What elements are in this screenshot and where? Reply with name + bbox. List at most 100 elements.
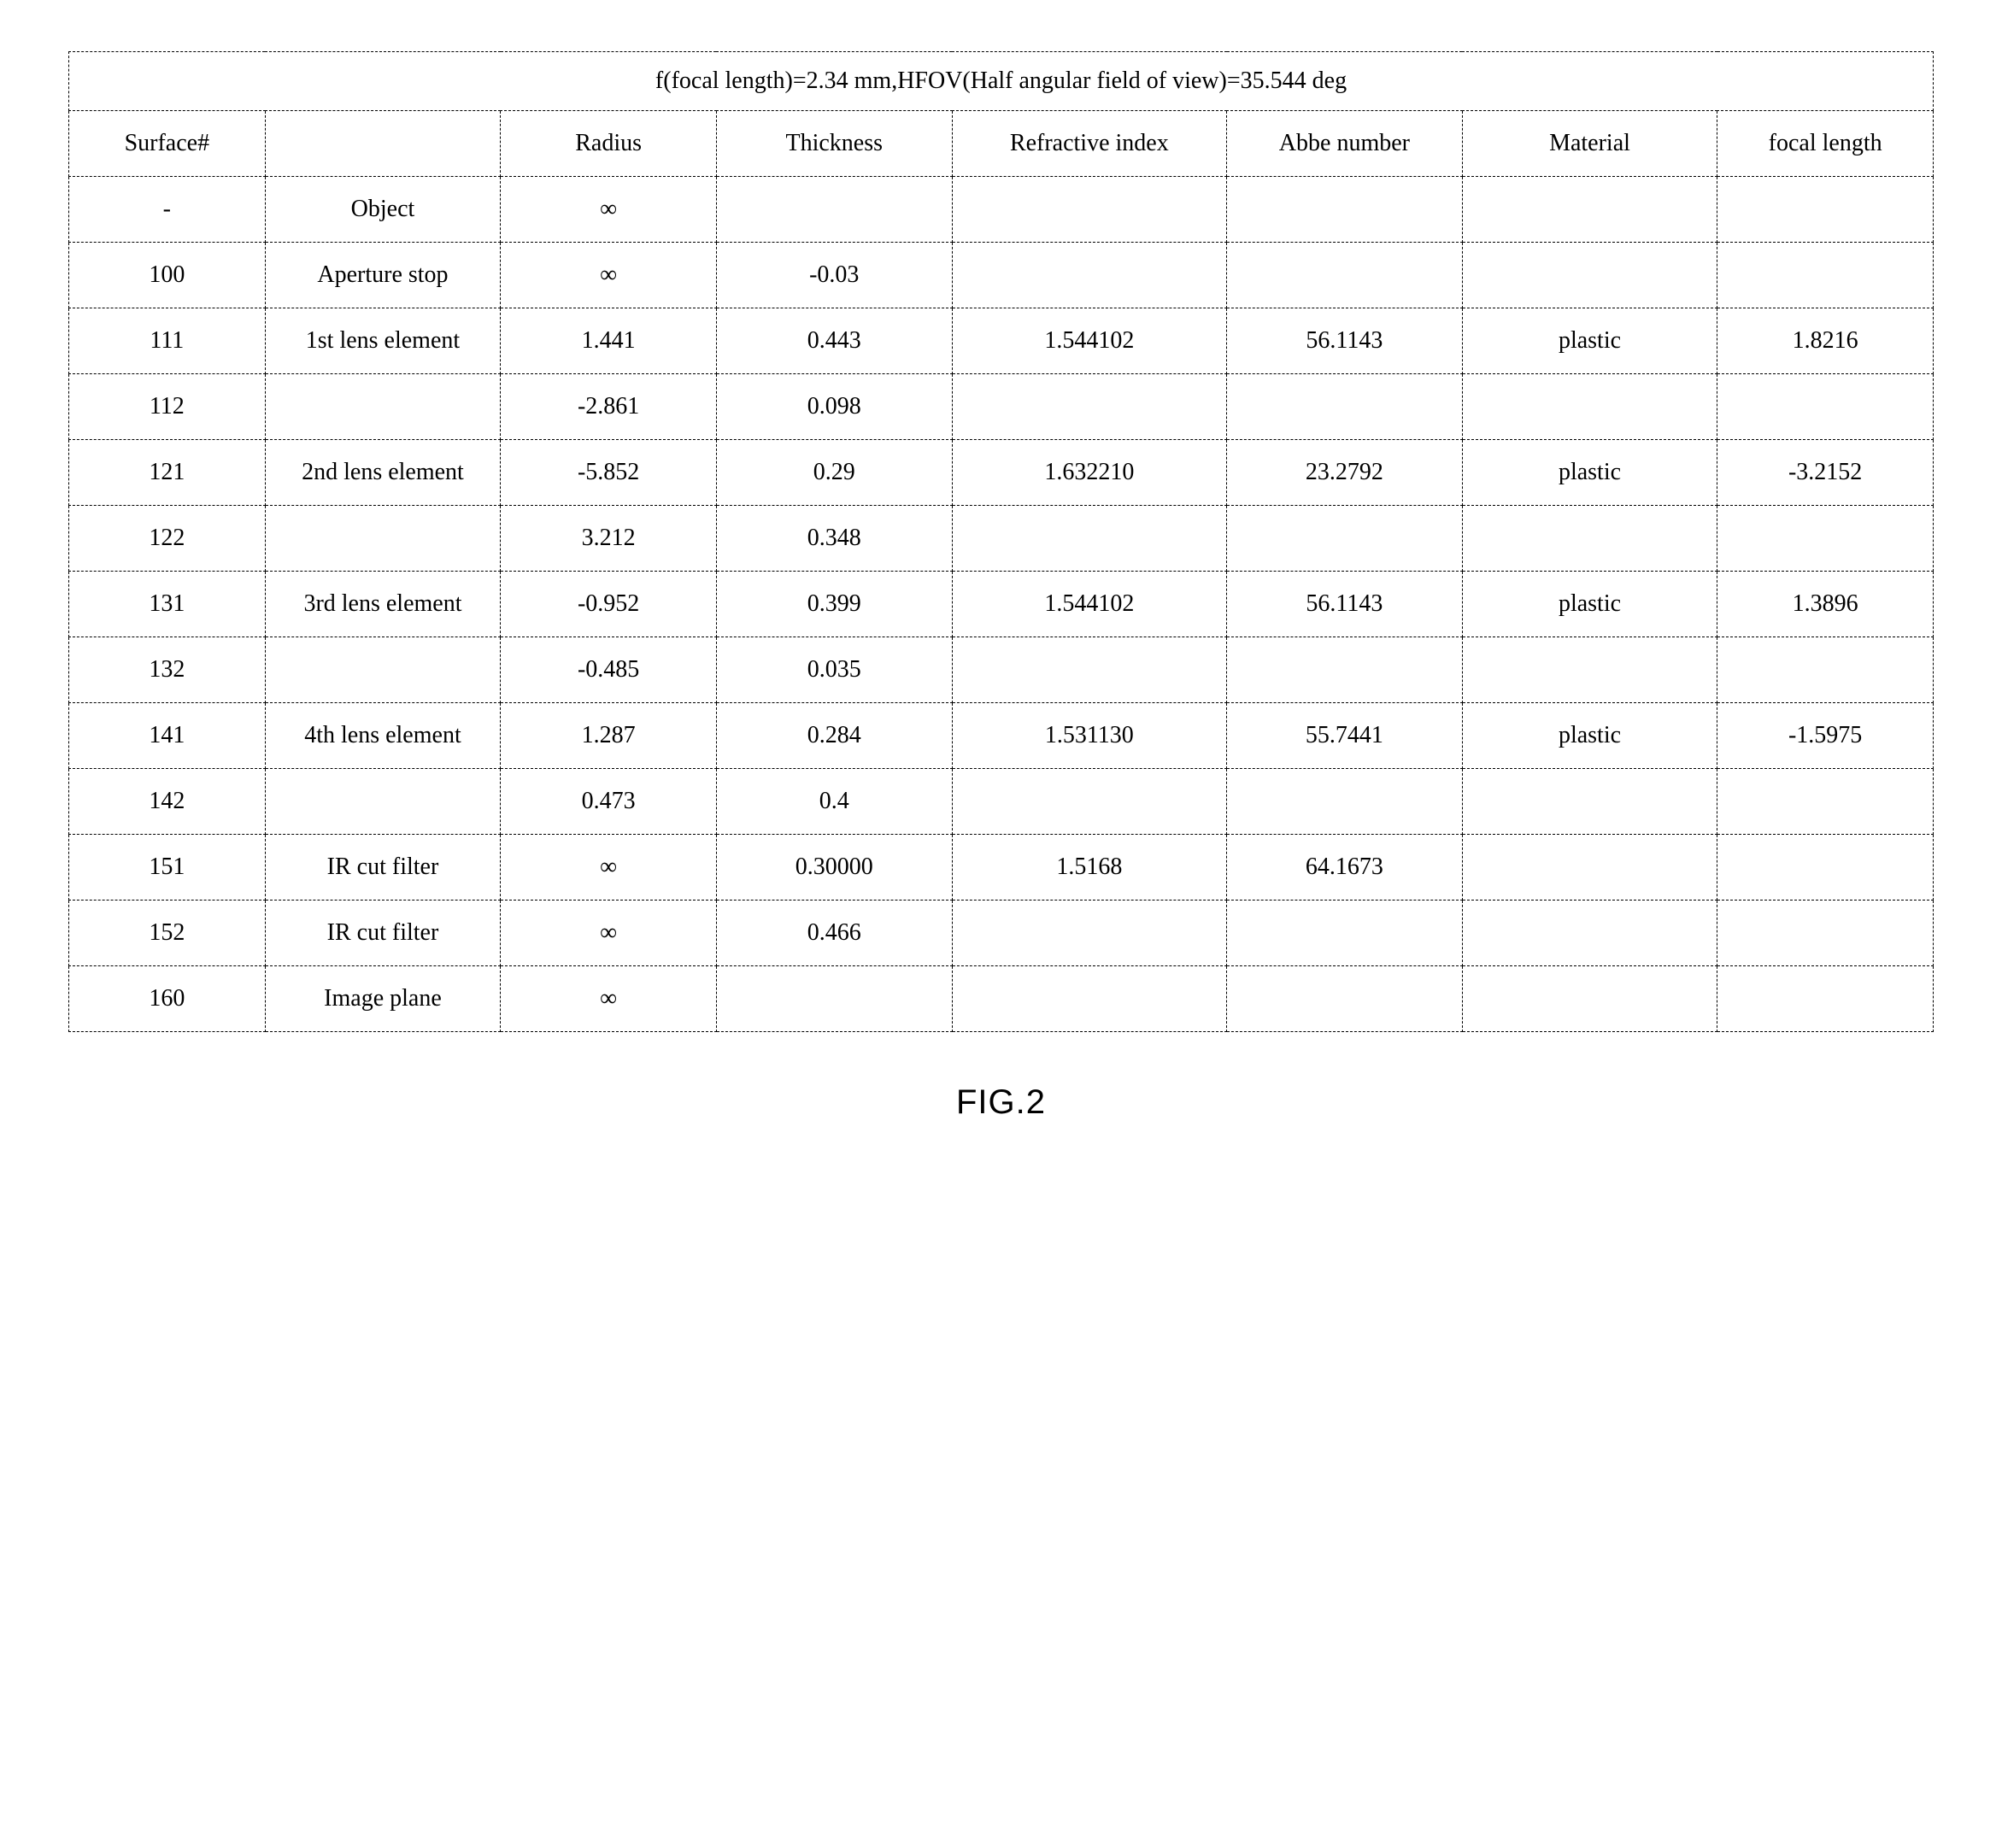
table-cell bbox=[1227, 637, 1463, 703]
table-cell: 0.473 bbox=[501, 769, 717, 835]
table-row: 1414th lens element1.2870.2841.53113055.… bbox=[69, 703, 1934, 769]
figure-caption: FIG.2 bbox=[68, 1083, 1934, 1122]
table-cell: 1.3896 bbox=[1717, 572, 1934, 637]
table-cell: 122 bbox=[69, 506, 266, 572]
table-cell bbox=[952, 637, 1227, 703]
table-cell: 111 bbox=[69, 308, 266, 374]
table-cell: -3.2152 bbox=[1717, 440, 1934, 506]
table-cell: -0.952 bbox=[501, 572, 717, 637]
table-cell bbox=[1462, 637, 1717, 703]
table-cell: 64.1673 bbox=[1227, 835, 1463, 901]
table-cell: 1.287 bbox=[501, 703, 717, 769]
table-cell bbox=[1227, 374, 1463, 440]
table-cell: 55.7441 bbox=[1227, 703, 1463, 769]
table-cell: 131 bbox=[69, 572, 266, 637]
table-title-row: f(focal length)=2.34 mm,HFOV(Half angula… bbox=[69, 52, 1934, 111]
table-cell bbox=[716, 177, 952, 243]
table-cell bbox=[265, 374, 501, 440]
table-cell bbox=[1717, 835, 1934, 901]
table-row: 1212nd lens element-5.8520.291.63221023.… bbox=[69, 440, 1934, 506]
table-cell: 4th lens element bbox=[265, 703, 501, 769]
table-cell: ∞ bbox=[501, 901, 717, 966]
table-row: 1111st lens element1.4410.4431.54410256.… bbox=[69, 308, 1934, 374]
table-cell: 1st lens element bbox=[265, 308, 501, 374]
table-cell: IR cut filter bbox=[265, 901, 501, 966]
table-cell: 1.8216 bbox=[1717, 308, 1934, 374]
table-cell: 141 bbox=[69, 703, 266, 769]
table-cell bbox=[1462, 177, 1717, 243]
table-cell: ∞ bbox=[501, 966, 717, 1032]
table-cell bbox=[1717, 901, 1934, 966]
table-cell: 56.1143 bbox=[1227, 572, 1463, 637]
table-cell: 112 bbox=[69, 374, 266, 440]
table-cell bbox=[1227, 901, 1463, 966]
table-cell: 132 bbox=[69, 637, 266, 703]
table-cell: 1.5168 bbox=[952, 835, 1227, 901]
table-cell: ∞ bbox=[501, 243, 717, 308]
table-cell bbox=[265, 506, 501, 572]
table-cell: 151 bbox=[69, 835, 266, 901]
table-cell: Object bbox=[265, 177, 501, 243]
table-cell bbox=[1227, 243, 1463, 308]
table-cell: 0.30000 bbox=[716, 835, 952, 901]
table-cell bbox=[1717, 374, 1934, 440]
table-cell: -2.861 bbox=[501, 374, 717, 440]
col-header: Radius bbox=[501, 111, 717, 177]
table-cell: 0.443 bbox=[716, 308, 952, 374]
table-cell: 152 bbox=[69, 901, 266, 966]
table-cell: 56.1143 bbox=[1227, 308, 1463, 374]
table-cell bbox=[952, 966, 1227, 1032]
col-header: Material bbox=[1462, 111, 1717, 177]
col-header: focal length bbox=[1717, 111, 1934, 177]
figure-container: f(focal length)=2.34 mm,HFOV(Half angula… bbox=[68, 51, 1934, 1122]
table-cell bbox=[1462, 769, 1717, 835]
table-cell: 160 bbox=[69, 966, 266, 1032]
table-row: 151IR cut filter∞0.300001.516864.1673 bbox=[69, 835, 1934, 901]
table-cell bbox=[1462, 901, 1717, 966]
table-row: 152IR cut filter∞0.466 bbox=[69, 901, 1934, 966]
table-cell: 1.531130 bbox=[952, 703, 1227, 769]
col-header: Surface# bbox=[69, 111, 266, 177]
table-cell: 1.544102 bbox=[952, 308, 1227, 374]
table-cell: plastic bbox=[1462, 440, 1717, 506]
table-cell: 0.4 bbox=[716, 769, 952, 835]
table-cell bbox=[1227, 966, 1463, 1032]
table-cell: 2nd lens element bbox=[265, 440, 501, 506]
table-cell bbox=[1717, 506, 1934, 572]
table-cell: Aperture stop bbox=[265, 243, 501, 308]
table-cell: 0.399 bbox=[716, 572, 952, 637]
table-cell: 23.2792 bbox=[1227, 440, 1463, 506]
table-row: 160Image plane∞ bbox=[69, 966, 1934, 1032]
table-row: 132-0.4850.035 bbox=[69, 637, 1934, 703]
table-cell bbox=[1227, 177, 1463, 243]
table-cell bbox=[1717, 177, 1934, 243]
table-cell: 0.466 bbox=[716, 901, 952, 966]
table-row: 112 -2.8610.098 bbox=[69, 374, 1934, 440]
table-cell: 121 bbox=[69, 440, 266, 506]
table-cell: 142 bbox=[69, 769, 266, 835]
table-row: -Object∞ bbox=[69, 177, 1934, 243]
table-cell: ∞ bbox=[501, 835, 717, 901]
table-cell bbox=[1717, 966, 1934, 1032]
table-cell: 0.284 bbox=[716, 703, 952, 769]
table-cell: 0.098 bbox=[716, 374, 952, 440]
table-cell: 0.348 bbox=[716, 506, 952, 572]
table-cell: plastic bbox=[1462, 572, 1717, 637]
table-cell bbox=[952, 177, 1227, 243]
table-cell bbox=[1462, 835, 1717, 901]
table-cell bbox=[1462, 243, 1717, 308]
table-cell bbox=[1717, 243, 1934, 308]
table-cell bbox=[1227, 506, 1463, 572]
table-cell: -1.5975 bbox=[1717, 703, 1934, 769]
table-title: f(focal length)=2.34 mm,HFOV(Half angula… bbox=[69, 52, 1934, 111]
table-cell: 3.212 bbox=[501, 506, 717, 572]
table-cell bbox=[952, 243, 1227, 308]
col-header: Abbe number bbox=[1227, 111, 1463, 177]
col-header: Refractive index bbox=[952, 111, 1227, 177]
table-cell: plastic bbox=[1462, 308, 1717, 374]
table-cell bbox=[952, 374, 1227, 440]
table-cell: 1.544102 bbox=[952, 572, 1227, 637]
table-cell: 0.035 bbox=[716, 637, 952, 703]
table-cell: -5.852 bbox=[501, 440, 717, 506]
table-row: 100Aperture stop∞-0.03 bbox=[69, 243, 1934, 308]
